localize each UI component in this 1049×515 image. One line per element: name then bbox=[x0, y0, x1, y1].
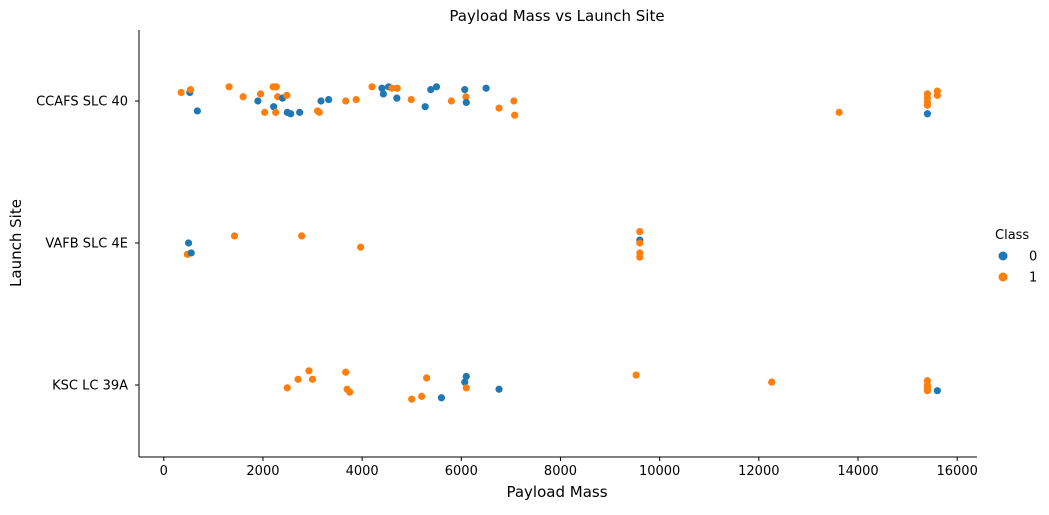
data-point-class-1 bbox=[408, 395, 416, 403]
data-point-class-0 bbox=[187, 249, 195, 257]
data-point-class-1 bbox=[225, 83, 233, 91]
data-point-class-0 bbox=[462, 372, 470, 381]
data-point-class-1 bbox=[305, 367, 313, 375]
data-point-class-1 bbox=[923, 387, 932, 395]
data-point-class-0 bbox=[317, 97, 325, 105]
data-point-class-0 bbox=[427, 86, 435, 94]
x-tick-label: 0 bbox=[160, 464, 168, 479]
data-point-class-1 bbox=[636, 228, 644, 236]
data-point-class-0 bbox=[482, 84, 490, 92]
data-point-class-1 bbox=[315, 108, 323, 116]
data-point-class-1 bbox=[393, 84, 401, 92]
data-point-class-0 bbox=[495, 385, 503, 393]
data-point-class-1 bbox=[636, 253, 644, 261]
data-point-class-1 bbox=[510, 97, 518, 105]
x-tick-label: 12000 bbox=[738, 464, 779, 479]
data-point-class-1 bbox=[261, 108, 269, 116]
data-point-class-0 bbox=[461, 378, 469, 386]
data-point-class-0 bbox=[193, 107, 201, 115]
data-point-class-1 bbox=[447, 97, 455, 105]
data-point-class-0 bbox=[421, 103, 429, 111]
data-point-class-0 bbox=[184, 239, 193, 247]
data-point-class-1 bbox=[636, 239, 644, 247]
legend-label: 0 bbox=[1029, 250, 1037, 265]
data-point-class-1 bbox=[368, 83, 376, 91]
data-point-class-1 bbox=[256, 90, 265, 98]
data-point-class-0 bbox=[437, 394, 446, 402]
x-tick-label: 16000 bbox=[936, 464, 977, 479]
data-point-class-1 bbox=[423, 374, 431, 382]
data-point-class-0 bbox=[325, 95, 333, 104]
data-point-class-1 bbox=[388, 84, 396, 92]
data-point-class-1 bbox=[308, 375, 317, 383]
data-point-class-1 bbox=[283, 384, 291, 392]
data-point-class-0 bbox=[378, 84, 386, 92]
data-point-class-1 bbox=[186, 86, 195, 94]
data-point-class-1 bbox=[177, 88, 185, 97]
chart-title: Payload Mass vs Launch Site bbox=[449, 7, 664, 25]
data-point-class-1 bbox=[230, 232, 239, 240]
data-point-class-1 bbox=[239, 93, 247, 101]
data-point-class-0 bbox=[270, 103, 278, 111]
x-tick-label: 4000 bbox=[346, 464, 379, 479]
legend-title: Class bbox=[995, 228, 1029, 243]
data-point-class-1 bbox=[462, 384, 470, 392]
data-point-class-0 bbox=[296, 108, 304, 116]
data-point-class-0 bbox=[462, 98, 470, 107]
data-point-class-1 bbox=[462, 93, 470, 101]
data-points bbox=[177, 83, 941, 403]
data-point-class-1 bbox=[298, 232, 306, 240]
x-tick-label: 14000 bbox=[837, 464, 878, 479]
x-tick-label: 8000 bbox=[544, 464, 577, 479]
x-tick-label: 2000 bbox=[246, 464, 279, 479]
data-point-class-1 bbox=[495, 104, 503, 112]
data-point-class-0 bbox=[254, 97, 262, 105]
data-point-class-1 bbox=[768, 378, 776, 386]
data-point-class-1 bbox=[923, 101, 932, 109]
data-point-class-1 bbox=[294, 375, 302, 383]
data-point-class-0 bbox=[461, 86, 469, 94]
x-axis-title: Payload Mass bbox=[506, 483, 607, 501]
data-point-class-1 bbox=[632, 371, 640, 379]
axes: 0 2000 4000 6000 8000 10000 12000 14000 16000 CCA… bbox=[36, 30, 978, 479]
data-point-class-1 bbox=[346, 388, 354, 396]
data-point-class-0 bbox=[287, 110, 295, 118]
x-tick-label: 10000 bbox=[639, 464, 680, 479]
data-point-class-1 bbox=[272, 108, 280, 116]
data-point-class-1 bbox=[272, 83, 280, 91]
data-point-class-1 bbox=[511, 111, 519, 119]
legend-marker-class-0 bbox=[998, 251, 1008, 261]
data-point-class-0 bbox=[933, 387, 941, 395]
data-point-class-1 bbox=[407, 95, 415, 104]
data-point-class-0 bbox=[379, 90, 387, 98]
legend-marker-class-1 bbox=[998, 272, 1008, 282]
data-point-class-1 bbox=[835, 108, 843, 116]
data-point-class-1 bbox=[352, 95, 360, 104]
y-tick-label: VAFB SLC 4E bbox=[45, 237, 128, 252]
data-point-class-1 bbox=[933, 91, 941, 99]
data-point-class-1 bbox=[418, 392, 426, 400]
legend: Class 0 1 bbox=[995, 228, 1037, 286]
data-point-class-0 bbox=[432, 83, 441, 91]
x-tick-label: 6000 bbox=[445, 464, 478, 479]
data-point-class-1 bbox=[283, 91, 291, 99]
data-point-class-1 bbox=[357, 243, 365, 251]
data-point-class-1 bbox=[342, 368, 350, 376]
data-point-class-0 bbox=[923, 110, 932, 118]
y-axis-title: Launch Site bbox=[7, 199, 25, 287]
y-tick-label: KSC LC 39A bbox=[52, 379, 128, 394]
data-point-class-1 bbox=[342, 97, 350, 105]
legend-label: 1 bbox=[1029, 271, 1037, 286]
y-tick-label: CCAFS SLC 40 bbox=[36, 95, 128, 110]
data-point-class-0 bbox=[393, 94, 401, 102]
